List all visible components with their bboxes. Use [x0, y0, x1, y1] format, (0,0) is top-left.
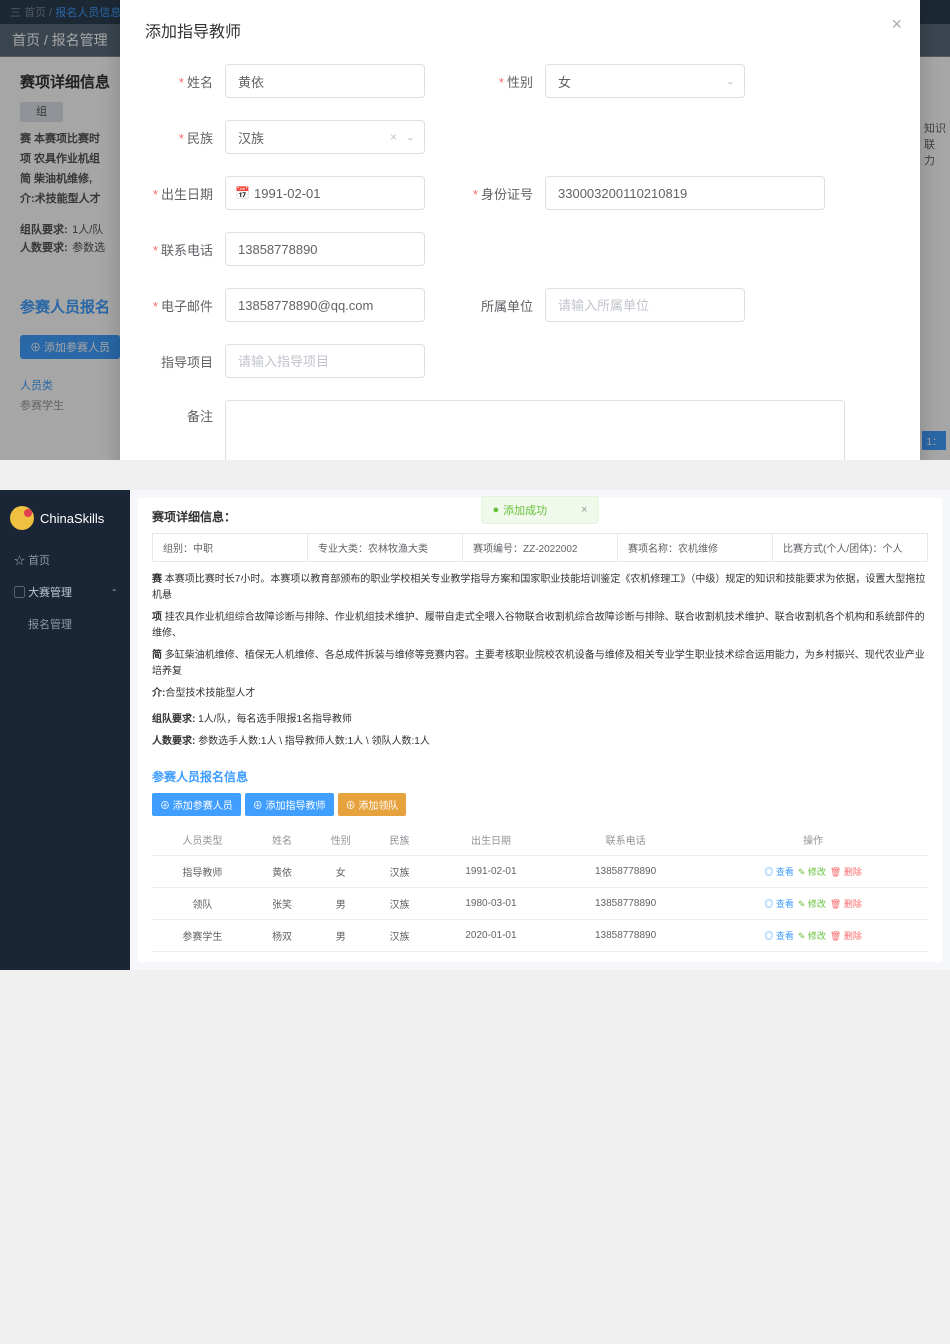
email-input[interactable]: [225, 288, 425, 322]
table-row: 参赛学生杨双男汉族2020-01-0113858778890 ◎ 查看 ✎ 修改 🗑 …: [152, 920, 928, 952]
guide-label: 指导项目: [145, 352, 225, 371]
brand-logo: ChinaSkills: [0, 500, 130, 544]
id-input[interactable]: [545, 176, 825, 210]
table-cell: 张笑: [253, 888, 312, 920]
phone-input[interactable]: [225, 232, 425, 266]
sidebar-item-home[interactable]: ☆ 首页: [0, 544, 130, 576]
chevron-down-icon: ⌄: [726, 75, 735, 88]
table-cell: 指导教师: [152, 856, 253, 888]
table-row: 指导教师黄依女汉族1991-02-0113858778890 ◎ 查看 ✎ 修改 🗑 …: [152, 856, 928, 888]
delete-link[interactable]: 🗑 删除: [830, 867, 862, 877]
alert-close-icon[interactable]: ×: [581, 504, 587, 516]
table-cell: 参赛学生: [152, 920, 253, 952]
remark-label: 备注: [145, 400, 225, 425]
org-label: 所属单位: [465, 296, 545, 315]
desc-line3: 简 多缸柴油机维修、植保无人机维修、各总成件拆装与维修等竞赛内容。主要考核职业院…: [152, 648, 928, 680]
delete-link[interactable]: 🗑 删除: [830, 899, 862, 909]
edit-link[interactable]: ✎ 修改: [798, 867, 826, 877]
org-input[interactable]: [545, 288, 745, 322]
close-icon[interactable]: ×: [891, 14, 902, 35]
ethnicity-label: *民族: [145, 128, 225, 147]
view-link[interactable]: ◎ 查看: [764, 931, 794, 941]
sidebar-item-comp[interactable]: ▢ 大赛管理 -: [0, 576, 130, 608]
info-group: 组别：中职: [153, 534, 308, 561]
info-code: 赛项编号：ZZ-2022002: [463, 534, 618, 561]
modal-title: 添加指导教师: [145, 18, 895, 42]
gender-select[interactable]: [545, 64, 745, 98]
table-cell: 领队: [152, 888, 253, 920]
table-header-row: 人员类型 姓名 性别 民族 出生日期 联系电话 操作: [152, 824, 928, 856]
th-type: 人员类型: [152, 824, 253, 856]
info-mode: 比赛方式(个人/团体)：个人: [773, 534, 927, 561]
add-leader-button[interactable]: ⊕ 添加领队: [338, 793, 407, 816]
th-birth: 出生日期: [429, 824, 553, 856]
info-row: 组别：中职 专业大类：农林牧渔大类 赛项编号：ZZ-2022002 赛项名称：农…: [152, 533, 928, 562]
table-cell: 13858778890: [553, 920, 698, 952]
table-cell: 13858778890: [553, 856, 698, 888]
brand-text: ChinaSkills: [40, 511, 104, 526]
name-label: *姓名: [145, 72, 225, 91]
ops-cell: ◎ 查看 ✎ 修改 🗑 删除: [698, 856, 928, 888]
calendar-icon: 📅: [235, 186, 250, 200]
success-alert: ● 添加成功 ×: [481, 496, 598, 524]
table-cell: 杨双: [253, 920, 312, 952]
people-req: 人数要求: 参数选手人数:1人 \ 指导教师人数:1人 \ 领队人数:1人: [152, 734, 928, 750]
members-table: 人员类型 姓名 性别 民族 出生日期 联系电话 操作 指导教师黄依女汉族1991…: [152, 824, 928, 952]
edit-link[interactable]: ✎ 修改: [798, 931, 826, 941]
table-cell: 2020-01-01: [429, 920, 553, 952]
table-cell: 汉族: [370, 888, 429, 920]
info-major: 专业大类：农林牧渔大类: [308, 534, 463, 561]
add-member-button[interactable]: ⊕ 添加参赛人员: [152, 793, 241, 816]
table-cell: 1991-02-01: [429, 856, 553, 888]
table-row: 领队张笑男汉族1980-03-0113858778890 ◎ 查看 ✎ 修改 🗑 删除: [152, 888, 928, 920]
sidebar-item-reg[interactable]: 报名管理: [0, 608, 130, 640]
gender-label: *性别: [465, 72, 545, 91]
ops-cell: ◎ 查看 ✎ 修改 🗑 删除: [698, 888, 928, 920]
guide-input[interactable]: [225, 344, 425, 378]
sidebar: ChinaSkills ☆ 首页 ▢ 大赛管理 - 报名管理: [0, 490, 130, 970]
view-link[interactable]: ◎ 查看: [764, 867, 794, 877]
desc-line1: 赛 本赛项比赛时长7小时。本赛项以教育部颁布的职业学校相关专业教学指导方案和国家…: [152, 572, 928, 604]
table-cell: 13858778890: [553, 888, 698, 920]
view-link[interactable]: ◎ 查看: [764, 899, 794, 909]
email-label: *电子邮件: [145, 296, 225, 315]
birth-label: *出生日期: [145, 184, 225, 203]
add-teacher-modal: 添加指导教师 × *姓名 *性别 ⌄ *民族 × ⌄: [120, 0, 920, 460]
th-gender: 性别: [311, 824, 370, 856]
logo-icon: [10, 506, 34, 530]
desc-line2: 项 挂农具作业机组综合故障诊断与排除、作业机组技术维护、履带自走式全喂入谷物联合…: [152, 610, 928, 642]
success-icon: ●: [492, 504, 499, 516]
main-content: ● 添加成功 × 赛项详细信息： 组别：中职 专业大类：农林牧渔大类 赛项编号：…: [130, 490, 950, 970]
chevron-down-icon: ⌄: [406, 131, 415, 144]
th-ops: 操作: [698, 824, 928, 856]
table-cell: 黄依: [253, 856, 312, 888]
reg-title: 参赛人员报名信息: [152, 768, 928, 785]
edit-link[interactable]: ✎ 修改: [798, 899, 826, 909]
remark-textarea[interactable]: [225, 400, 845, 460]
delete-link[interactable]: 🗑 删除: [830, 931, 862, 941]
name-input[interactable]: [225, 64, 425, 98]
phone-label: *联系电话: [145, 240, 225, 259]
alert-text: 添加成功: [503, 502, 547, 518]
add-teacher-button[interactable]: ⊕ 添加指导教师: [245, 793, 334, 816]
team-req: 组队要求: 1人/队，每名选手限报1名指导教师: [152, 712, 928, 728]
th-name: 姓名: [253, 824, 312, 856]
clear-icon[interactable]: ×: [390, 130, 397, 144]
ops-cell: ◎ 查看 ✎ 修改 🗑 删除: [698, 920, 928, 952]
birth-input[interactable]: [225, 176, 425, 210]
th-phone: 联系电话: [553, 824, 698, 856]
table-cell: 汉族: [370, 920, 429, 952]
desc-line4: 介:合型技术技能型人才: [152, 686, 928, 702]
table-cell: 男: [311, 888, 370, 920]
table-cell: 女: [311, 856, 370, 888]
info-name: 赛项名称：农机维修: [618, 534, 773, 561]
id-label: *身份证号: [465, 184, 545, 203]
table-cell: 1980-03-01: [429, 888, 553, 920]
th-eth: 民族: [370, 824, 429, 856]
table-cell: 汉族: [370, 856, 429, 888]
table-cell: 男: [311, 920, 370, 952]
